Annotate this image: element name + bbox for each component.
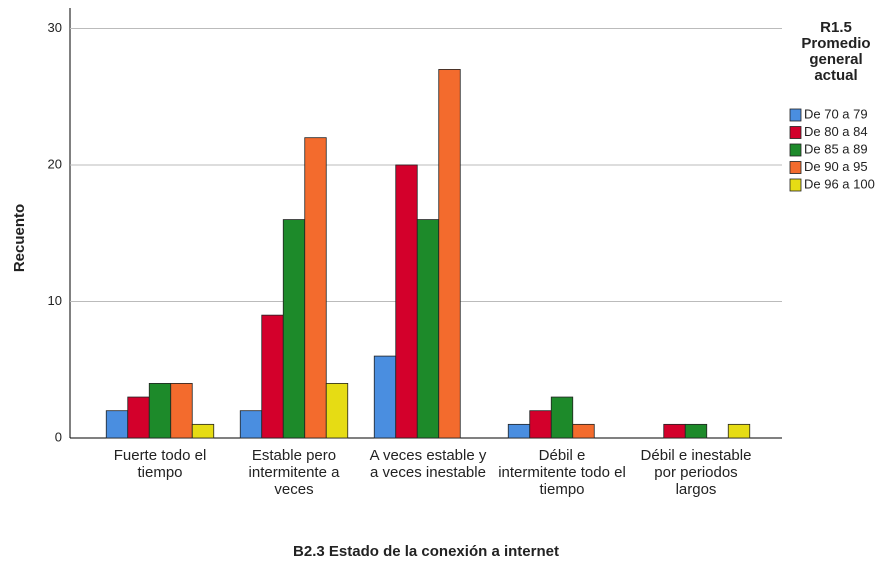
y-tick-label: 30 [48, 20, 62, 35]
bar [239, 410, 263, 439]
bar [127, 396, 150, 439]
bar [550, 396, 574, 439]
bar [395, 164, 418, 439]
bar [572, 423, 595, 439]
legend-swatch [789, 143, 802, 157]
legend-label: De 70 a 79 [804, 106, 868, 121]
legend-swatch [789, 178, 802, 192]
bar [438, 69, 461, 439]
bar [507, 423, 531, 439]
x-tick-label: A veces estable y a veces inestable [369, 447, 487, 481]
legend-label: De 80 a 84 [804, 124, 868, 139]
bar [529, 410, 552, 439]
x-tick-label: Débil e intermitente todo el tiempo [498, 447, 626, 498]
bar [170, 382, 193, 439]
bar [304, 137, 327, 439]
legend-swatch [789, 108, 802, 122]
y-tick-label: 0 [55, 429, 62, 444]
y-tick-label: 20 [48, 156, 62, 171]
legend-label: De 90 a 95 [804, 159, 868, 174]
bar [148, 382, 172, 439]
legend-swatch [789, 126, 802, 139]
bar [373, 355, 397, 439]
x-axis-title: B2.3 Estado de la conexión a internet [293, 543, 559, 560]
legend-swatch [789, 161, 802, 174]
bar [105, 410, 129, 439]
legend-label: De 96 a 100 [804, 176, 875, 191]
bar [684, 423, 708, 439]
bar [416, 219, 440, 439]
y-axis-title: Recuento [11, 204, 28, 272]
bar [261, 314, 284, 439]
legend-label: De 85 a 89 [804, 141, 868, 156]
y-tick-label: 10 [48, 293, 62, 308]
x-tick-label: Estable pero intermitente a veces [248, 447, 340, 498]
x-tick-label: Débil e inestable por periodos largos [640, 447, 752, 498]
bar [282, 219, 306, 439]
bar [325, 382, 349, 439]
bar [191, 423, 215, 439]
bar [727, 423, 751, 439]
x-tick-label: Fuerte todo el tiempo [113, 447, 207, 481]
legend-title: R1.5 Promedio general actual [801, 19, 871, 84]
bar [663, 423, 686, 439]
